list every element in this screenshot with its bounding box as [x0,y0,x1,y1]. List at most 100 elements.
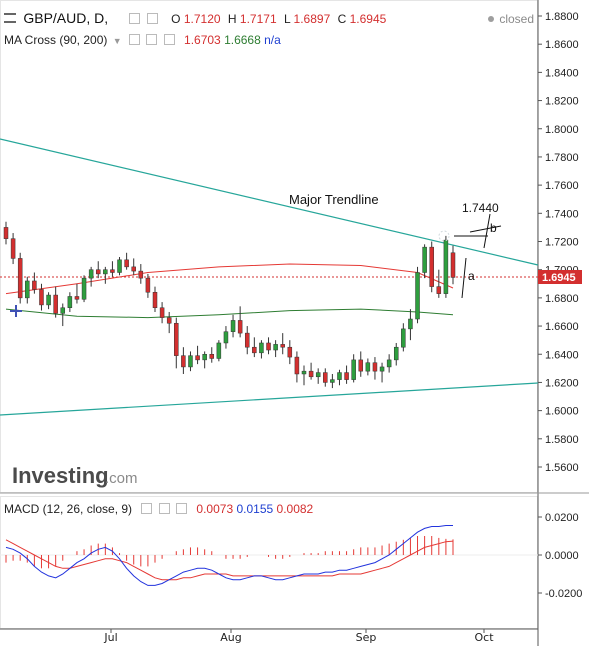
candle[interactable] [202,351,207,369]
ma-legend-label: MA Cross (90, 200) [4,33,108,47]
candle[interactable] [67,292,73,312]
price-tick-label: 1.6000 [545,406,579,418]
candle[interactable] [252,337,257,358]
ma-legend[interactable]: MA Cross (90, 200) ▼ 1.6703 1.6668 n/a [4,33,281,47]
eye-icon[interactable] [141,503,153,514]
candle[interactable] [273,340,278,358]
candle[interactable] [230,314,236,338]
status-dot-icon [488,16,494,22]
candle[interactable] [280,333,285,355]
candle[interactable] [436,269,442,298]
candle[interactable] [195,345,200,365]
close-icon[interactable] [163,34,175,45]
candle[interactable] [110,261,115,277]
candle[interactable] [60,303,66,327]
candles[interactable] [3,221,456,389]
candle[interactable] [287,340,293,365]
candle[interactable] [365,358,371,376]
candle[interactable] [408,309,413,341]
macd-axis[interactable]: 0.0200 0.0000 -0.0200 [538,512,582,600]
candle[interactable] [351,354,356,383]
candle[interactable] [138,264,144,284]
candle[interactable] [174,317,179,369]
candle[interactable] [166,311,172,334]
candle[interactable] [223,326,229,349]
candle[interactable] [32,272,37,294]
time-tick-label: Jul [103,631,117,644]
candle[interactable] [330,373,335,389]
symbol-legend[interactable]: GBP/AUD, D, O 1.7120 H 1.7171 L 1.6897 C… [4,10,386,26]
collapse-icon[interactable] [4,13,16,23]
candle[interactable] [10,233,16,265]
price-tick-label: 1.8800 [545,11,579,23]
candle[interactable] [145,273,151,298]
candle[interactable] [17,252,23,304]
close-icon[interactable] [176,503,188,514]
candle[interactable] [450,245,456,285]
candle[interactable] [323,368,328,387]
candle[interactable] [308,362,314,380]
candle[interactable] [117,257,122,276]
candle[interactable] [39,283,44,311]
candle[interactable] [393,342,399,366]
macd-pane-frame [0,496,538,629]
candle[interactable] [244,326,250,355]
chevron-down-icon[interactable]: ▼ [112,36,122,46]
candle[interactable] [81,275,87,303]
candle[interactable] [103,266,108,284]
wave-a-line [461,257,467,299]
price-tick-label: 1.7600 [545,180,579,192]
candle[interactable] [401,323,406,352]
candle[interactable] [344,365,349,384]
eye-icon[interactable] [129,13,141,24]
wave-b-label: b [490,221,497,235]
target-leader [469,225,502,233]
candle[interactable] [159,302,165,324]
candle[interactable] [266,337,271,355]
price-tick-label: 1.6400 [545,349,579,361]
ma-90-path [5,263,454,295]
candle[interactable] [337,369,342,386]
candle[interactable] [294,351,300,383]
candle[interactable] [386,354,392,373]
candle[interactable] [131,258,136,276]
macd-value-3: 0.0082 [276,502,314,516]
candle[interactable] [216,340,222,362]
candle[interactable] [429,241,434,293]
candle[interactable] [188,351,193,372]
candle[interactable] [74,283,80,304]
candle[interactable] [443,235,449,298]
candle[interactable] [415,266,420,324]
candle[interactable] [95,261,101,279]
crosshair-marker[interactable] [10,305,22,317]
candle[interactable] [259,340,264,359]
candle[interactable] [152,286,158,312]
settings-icon[interactable] [146,13,158,24]
candle[interactable] [181,347,186,374]
settings-icon[interactable] [158,503,170,514]
candle[interactable] [358,351,364,377]
settings-icon[interactable] [146,34,158,45]
candle[interactable] [46,292,51,310]
candle[interactable] [25,276,30,304]
lower-trendline[interactable] [0,382,539,416]
time-axis[interactable]: Jul Aug Sep Oct [103,629,494,644]
candle[interactable] [53,286,58,318]
candle[interactable] [209,347,215,363]
major-trendline[interactable] [0,138,539,266]
candle[interactable] [372,357,378,380]
price-tick-label: 1.7400 [545,208,579,220]
candle[interactable] [315,368,321,384]
candle[interactable] [237,306,243,338]
candle[interactable] [3,221,9,245]
wave-b-line [483,213,491,249]
macd-legend[interactable]: MACD (12, 26, close, 9) 0.0073 0.0155 0.… [4,502,313,516]
candle[interactable] [379,362,385,383]
candle[interactable] [422,244,427,279]
candle[interactable] [124,252,129,270]
price-axis[interactable]: 1.8800 1.8600 1.8400 1.8200 1.8000 1.7800 1.76… [538,11,579,474]
candle[interactable] [301,365,307,386]
candle[interactable] [88,266,94,287]
eye-icon[interactable] [128,34,140,45]
